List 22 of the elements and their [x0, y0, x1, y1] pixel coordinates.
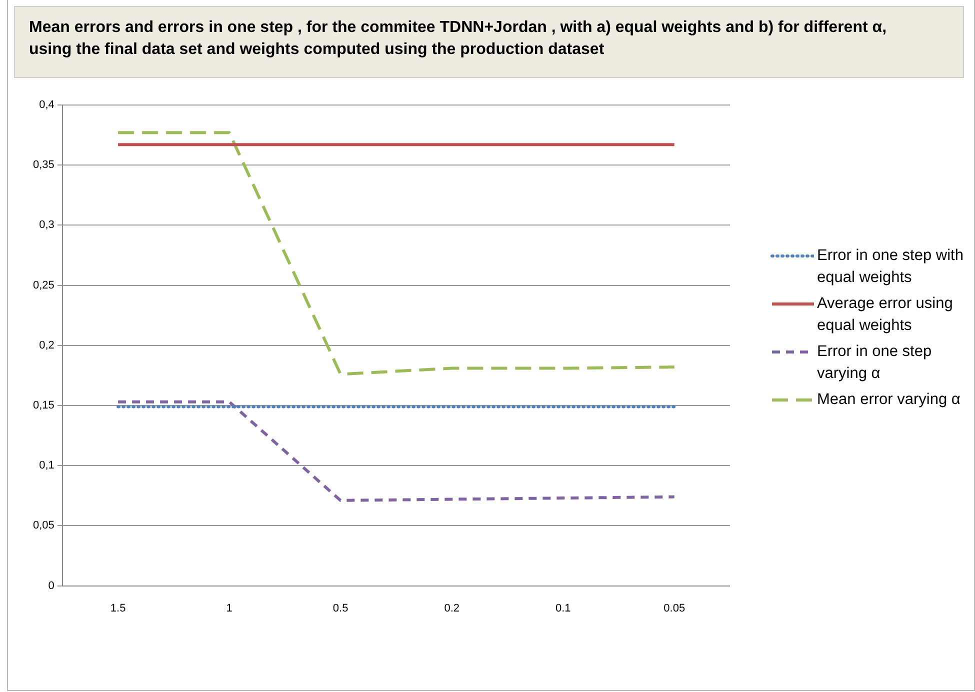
x-tick-label: 0.1 — [555, 602, 571, 614]
y-tick-label: 0,25 — [32, 279, 54, 292]
x-tick-label: 1 — [226, 602, 232, 614]
x-tick-label: 0.5 — [332, 602, 348, 614]
y-tick-label: 0,1 — [39, 460, 54, 472]
y-tick-label: 0,2 — [39, 339, 54, 352]
y-tick-label: 0,4 — [39, 99, 54, 112]
y-tick-label: 0,35 — [32, 159, 54, 172]
x-tick-label: 0.05 — [664, 602, 686, 614]
x-tick-label: 1.5 — [110, 602, 126, 614]
legend-label: Error in one step with equal weights — [817, 246, 964, 288]
y-tick-label: 0 — [48, 580, 54, 592]
y-tick-label: 0,3 — [39, 219, 54, 232]
chart-title: Mean errors and errors in one step , for the commitee TDNN+Jordan , with a) equal weights and b) for different α, using the final data set and weights computed using the production dataset — [14, 6, 964, 78]
legend-label: Average error using equal weights — [817, 294, 954, 336]
y-tick-label: 0,05 — [32, 520, 54, 532]
line-series — [116, 400, 676, 502]
legend-label: Mean error varying α — [817, 390, 960, 410]
legend-label: Error in one step varying α — [817, 342, 933, 384]
x-tick-label: 0.2 — [444, 602, 460, 614]
line-series — [116, 131, 676, 376]
y-tick-label: 0,15 — [32, 400, 54, 412]
